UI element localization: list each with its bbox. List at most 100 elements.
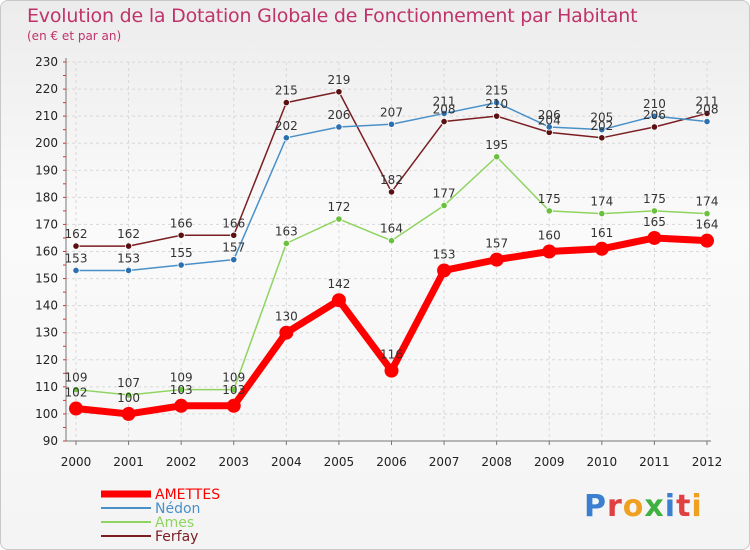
data-label: 215: [275, 84, 298, 98]
y-tick-label: 210: [35, 109, 58, 123]
data-point: [387, 188, 396, 196]
y-tick-label: 110: [35, 380, 58, 394]
data-label: 174: [590, 195, 613, 209]
legend-label: Ames: [155, 515, 194, 531]
proxiti-logo: Proxiti: [584, 489, 703, 524]
data-label: 116: [380, 348, 403, 362]
y-tick-labels: 90 100 110 120 130 140 150 160 170 180 190 200 210 22…: [35, 55, 58, 448]
y-tick-label: 140: [35, 299, 58, 313]
logo-letter: i: [664, 489, 677, 524]
data-point: [124, 242, 133, 250]
x-tick-label: 2006: [376, 455, 407, 469]
data-label: 202: [275, 119, 298, 133]
data-point: [121, 406, 136, 421]
data-point: [703, 117, 711, 126]
data-point: [700, 233, 714, 248]
legend-label: Nédon: [155, 501, 200, 517]
data-point: [440, 201, 448, 210]
data-point: [72, 385, 80, 394]
x-tick-label: 2010: [587, 455, 618, 469]
data-label: 166: [170, 216, 193, 230]
data-point: [598, 134, 606, 142]
data-label: 211: [696, 94, 719, 108]
data-label: 174: [696, 195, 719, 209]
data-point: [594, 241, 609, 256]
y-tick-label: 130: [35, 326, 58, 340]
data-point: [124, 266, 133, 275]
data-point: [177, 231, 185, 239]
data-label: 202: [590, 119, 613, 133]
data-label: 103: [222, 383, 245, 397]
x-tick-label: 2008: [481, 455, 512, 469]
data-label: 100: [117, 391, 140, 405]
data-point: [124, 391, 133, 399]
data-label: 130: [275, 310, 298, 324]
chart-subtitle: (en € et par an): [27, 29, 122, 43]
x-tick-label: 2002: [166, 455, 197, 469]
data-label: 172: [327, 200, 350, 214]
x-tick-label: 2005: [324, 455, 355, 469]
x-tick-label: 2004: [271, 455, 302, 469]
y-tick-label: 90: [43, 434, 58, 448]
data-label: 206: [327, 108, 350, 122]
data-point: [230, 231, 238, 239]
data-point: [703, 109, 711, 118]
legend-label: AMETTES: [155, 487, 220, 503]
data-label: 153: [117, 251, 140, 265]
data-label: 210: [643, 97, 666, 111]
logo-letter: P: [584, 489, 607, 524]
data-label: 142: [327, 277, 350, 291]
data-label: 109: [170, 371, 193, 385]
x-tick-label: 2007: [429, 455, 460, 469]
data-label: 219: [327, 73, 350, 87]
data-label: 153: [65, 251, 88, 265]
data-label: 207: [380, 105, 403, 119]
data-point: [335, 123, 343, 131]
chart-title: Evolution de la Dotation Globale de Fonc…: [27, 5, 638, 27]
data-point: [331, 293, 346, 308]
legend-label: Ferfay: [155, 529, 198, 545]
data-point: [650, 123, 659, 131]
data-label: 206: [643, 108, 666, 122]
axes: [63, 58, 711, 445]
data-label: 102: [65, 386, 88, 400]
data-label: 153: [433, 247, 456, 261]
data-point: [384, 363, 399, 378]
data-point: [598, 126, 606, 134]
data-label: 211: [433, 94, 456, 108]
logo-letter: t: [676, 489, 692, 524]
data-point: [282, 134, 290, 142]
data-point: [177, 385, 185, 394]
data-point: [650, 207, 659, 215]
data-label: 163: [275, 224, 298, 238]
logo-letter: x: [644, 489, 665, 524]
data-label: 195: [485, 138, 508, 152]
x-tick-label: 2001: [113, 455, 144, 469]
data-label: 162: [117, 227, 140, 241]
data-point: [387, 120, 396, 128]
data-label: 177: [433, 186, 456, 200]
x-tick-labels: 2000 2001 2002 2003 2004 2005 2006 2007 2008 2009…: [61, 455, 723, 469]
data-label: 165: [643, 215, 666, 229]
data-point: [335, 215, 343, 223]
data-point: [489, 252, 504, 267]
data-label: 210: [485, 97, 508, 111]
data-label: 164: [696, 218, 719, 232]
data-point: [493, 153, 501, 161]
data-label: 175: [643, 192, 666, 206]
data-label: 161: [590, 226, 613, 240]
data-label: 208: [433, 103, 456, 117]
data-labels: 162 162 166 166 215 219 182 208 210 204 202 206 211 1…: [65, 73, 719, 405]
x-tick-label: 2012: [692, 455, 723, 469]
data-point: [440, 117, 448, 126]
data-point: [703, 210, 711, 218]
data-points: [69, 88, 714, 421]
data-label: 208: [696, 103, 719, 117]
y-tick-label: 160: [35, 245, 58, 259]
data-point: [545, 207, 553, 215]
data-point: [647, 230, 662, 245]
data-point: [650, 112, 659, 120]
